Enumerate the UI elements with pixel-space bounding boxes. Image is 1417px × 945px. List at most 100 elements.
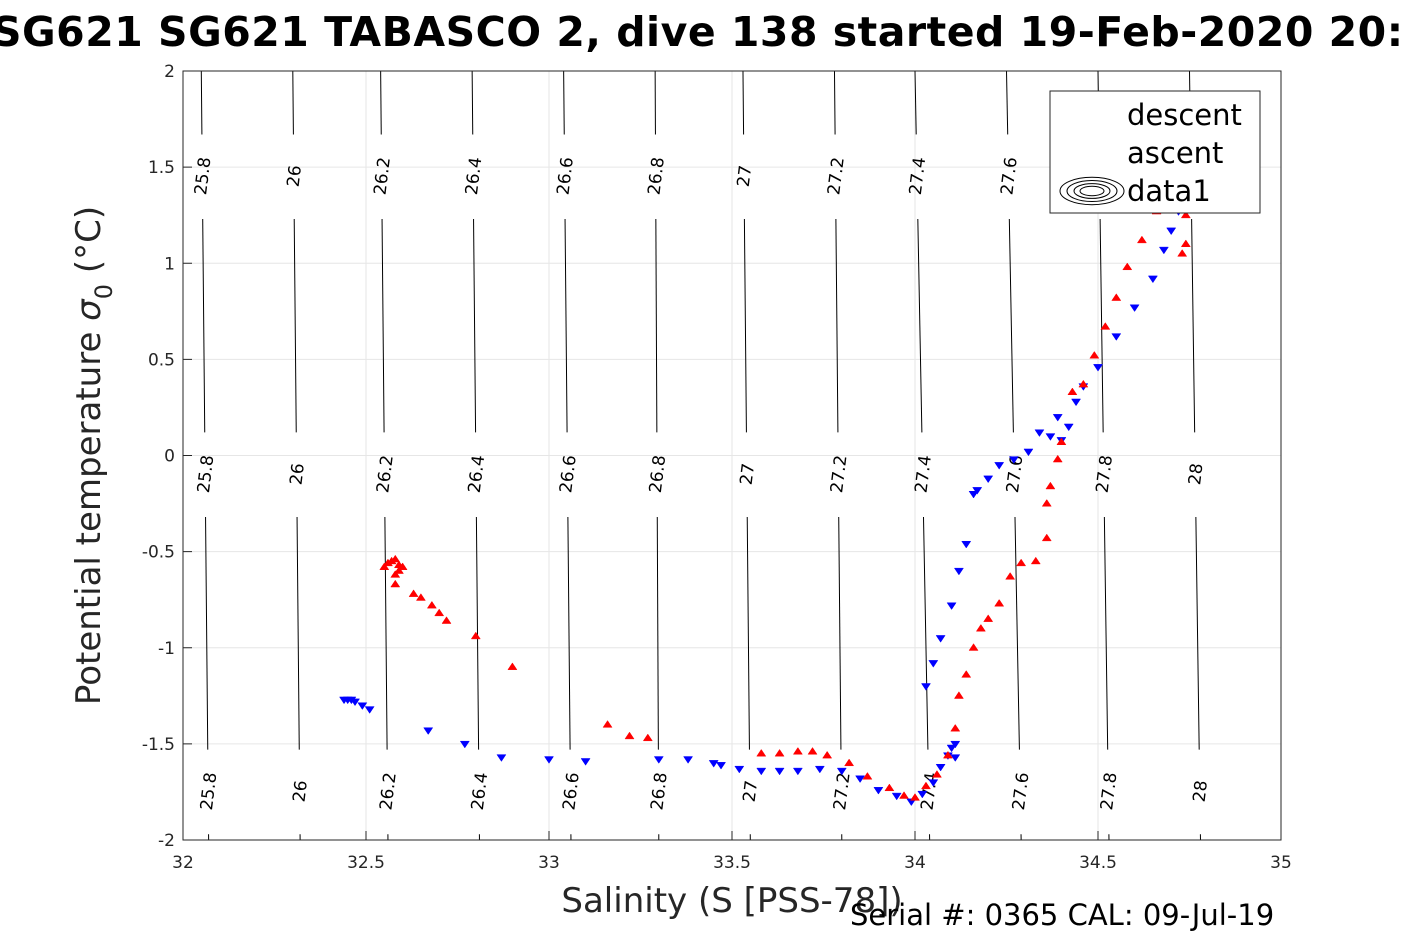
ascent-marker [1180,239,1191,247]
ascent-marker [931,770,942,778]
descent-marker [1111,333,1122,341]
y-tick-label: -1 [158,639,175,659]
isopycnal-label: 27 [734,164,756,188]
descent-marker [459,740,470,749]
descent-marker [953,567,964,576]
isopycnal-label: 26 [289,779,311,803]
isopycnal-line [1008,219,1014,433]
legend[interactable]: descent ascent data1 [1049,90,1261,214]
isopycnal-label: 27.8 [1093,454,1117,494]
isopycnal-label: 26 [284,164,306,188]
isopycnal-line [746,517,750,750]
ascent-marker [1041,533,1052,542]
isopycnal-label: 28 [1190,779,1212,803]
isopycnal-line [384,517,388,750]
descent-marker [961,540,972,549]
x-tick-label: 33 [538,853,560,873]
ascent-marker [441,616,452,624]
isopycnal-line [293,219,297,433]
isopycnal-label: 27.2 [827,454,851,494]
legend-contour-icon [1073,183,1111,199]
descent-marker [1147,275,1158,284]
isopycnal-label: 27 [740,779,762,803]
descent-marker [653,756,664,764]
ascent-marker [968,643,979,651]
y-tick-label: 1 [164,254,175,274]
descent-marker [1093,364,1103,372]
isopycnal-label: 27.2 [824,156,848,196]
isopycnal-label: 27.8 [1097,771,1121,811]
descent-marker [921,683,931,691]
axis-ticks: 32 32.5 33 33.5 34 34.5 35 -2 -1.5 -1 -0.5 0 0.5 1 1.5… [142,62,1292,873]
isopycnal-line [742,70,745,135]
ascent-marker [1045,481,1056,490]
isopycnal-label: 26 [286,462,308,486]
isopycnal-label: 25.8 [191,156,215,196]
ascent-marker [379,562,390,570]
descent-marker [950,740,961,749]
x-tick-label: 35 [1270,853,1292,873]
y-axis-label: Potential temperature σ0 (°C) [69,206,118,705]
ascent-marker [1177,249,1188,257]
isopycnal-label: 26.4 [465,454,489,494]
isopycnal-label: 27.6 [1009,771,1033,811]
data-points [339,112,1191,807]
descent-marker [580,758,591,766]
isopycnal-line [656,517,659,750]
isopycnal-line [922,517,929,750]
isopycnal-label: 25.8 [194,454,218,494]
isopycnal-label: 28 [1185,462,1207,486]
y-tick-label: -2 [158,831,175,851]
chart-title: SG621 SG621 TABASCO 2, dive 138 started … [0,8,1404,56]
isopycnal-line [380,70,382,135]
ascent-marker [393,566,404,574]
ascent-marker [397,562,408,570]
ascent-marker [975,624,986,632]
descent-marker [1071,398,1082,407]
ascent-marker [1078,379,1089,388]
ascent-marker [426,600,437,609]
ascent-marker [1030,556,1041,565]
y-axis-label-sigma: σ [69,298,109,321]
legend-label: ascent [1127,136,1223,170]
x-axis-label: Salinity (S [PSS-78]) [561,881,902,921]
ascent-marker [884,783,895,792]
isopycnal-line [292,70,294,135]
ascent-marker [408,589,419,597]
ascent-marker [390,579,401,588]
descent-marker [1034,429,1045,437]
isopycnal-line [1191,219,1196,433]
y-tick-label: -0.5 [142,543,175,563]
ascent-marker [807,747,818,755]
isopycnal-line [564,219,568,433]
isopycnal-label: 25.8 [197,771,221,811]
isopycnal-label: 26.2 [370,156,394,196]
descent-marker [983,475,994,484]
descent-marker [496,754,507,762]
isopycnal-label: 26.8 [646,454,670,494]
ascent-marker [792,747,803,755]
isopycnal-line [1006,70,1009,135]
descent-marker [1023,448,1034,457]
isopycnal-line [838,517,842,750]
descent-marker [891,792,902,801]
y-axis-label-unit: (°C) [69,206,109,284]
ascent-marker [1122,262,1133,271]
legend-label: descent [1127,98,1242,132]
isopycnal-line [200,70,203,135]
ascent-marker [844,758,855,767]
ascent-marker [1136,235,1147,244]
isopycnal-line [1014,517,1020,750]
isopycnal-line [1195,517,1200,750]
descent-marker [836,767,847,776]
isopycnal-label: 27.4 [906,156,930,196]
descent-marker [544,756,554,764]
isopycnal-line [205,517,209,750]
x-tick-label: 34.5 [1079,853,1117,873]
descent-marker [994,462,1005,470]
isopycnal-label: 26.8 [647,771,671,811]
descent-marker [350,698,360,707]
x-tick-label: 32.5 [347,853,385,873]
legend-items: descent ascent data1 [1059,98,1242,208]
